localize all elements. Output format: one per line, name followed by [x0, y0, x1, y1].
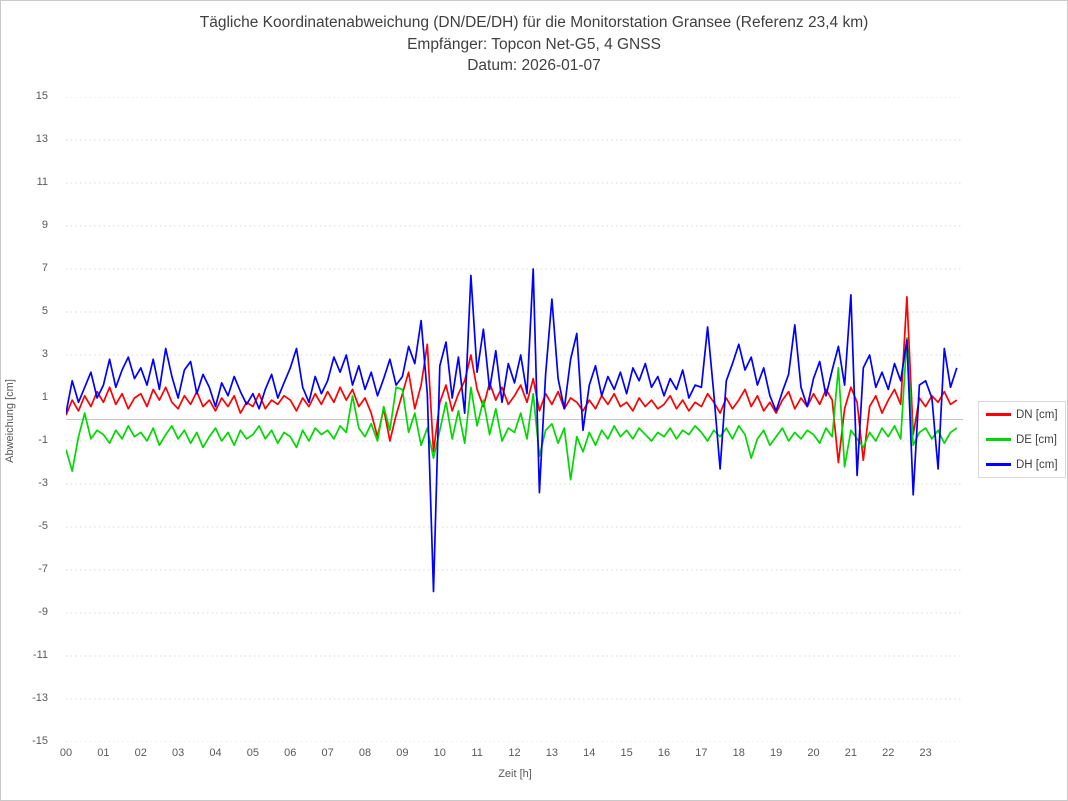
x-tick-label: 18: [732, 747, 745, 759]
x-tick-label: 10: [433, 747, 446, 759]
legend-item-dn: DN [cm]: [986, 409, 1065, 421]
legend-label-dn: DN [cm]: [1016, 408, 1058, 421]
x-tick-label: 06: [284, 747, 297, 759]
chart-title: Tägliche Koordinatenabweichung (DN/DE/DH…: [199, 14, 869, 31]
x-tick-label: 21: [844, 747, 857, 759]
y-tick-label: -11: [32, 649, 48, 661]
x-tick-label: 15: [620, 747, 633, 759]
chart-subtitle-date: Datum: 2026-01-07: [467, 57, 601, 74]
x-tick-label: 04: [209, 747, 222, 759]
x-tick-label: 22: [882, 747, 895, 759]
plot-area: [66, 97, 963, 742]
y-tick-label: -1: [38, 434, 48, 446]
x-tick-label: 20: [807, 747, 820, 759]
y-tick-label: -7: [38, 563, 48, 575]
x-tick-label: 17: [695, 747, 708, 759]
y-tick-label: -13: [32, 692, 48, 704]
y-tick-label: -15: [32, 735, 48, 747]
x-tick-label: 12: [508, 747, 521, 759]
legend-swatch-dh: [986, 463, 1011, 466]
y-tick-label: 13: [35, 133, 48, 145]
chart-header: Tägliche Koordinatenabweichung (DN/DE/DH…: [1, 12, 1067, 77]
legend-label-de: DE [cm]: [1016, 433, 1057, 446]
chart-subtitle-receiver: Empfänger: Topcon Net-G5, 4 GNSS: [407, 35, 661, 53]
x-tick-label: 19: [770, 747, 783, 759]
x-tick-label: 01: [97, 747, 110, 759]
x-tick-label: 05: [246, 747, 259, 759]
x-tick-label: 13: [545, 747, 558, 759]
legend-label-dh: DH [cm]: [1016, 458, 1058, 471]
series-line-dh: [66, 268, 958, 593]
x-tick-label: 23: [919, 747, 932, 759]
y-tick-label: 15: [35, 90, 48, 102]
legend-swatch-de: [986, 438, 1011, 441]
y-tick-label: 11: [36, 176, 48, 188]
y-tick-label: 1: [41, 391, 48, 403]
x-tick-label: 09: [396, 747, 409, 759]
x-tick-label: 03: [172, 747, 185, 759]
x-tick-label: 11: [471, 747, 483, 759]
x-tick-label: 14: [583, 747, 596, 759]
legend-item-dh: DH [cm]: [986, 459, 1065, 471]
y-tick-label: 5: [41, 305, 48, 317]
x-tick-label: 16: [657, 747, 671, 759]
x-tick-label: 00: [59, 747, 73, 759]
y-tick-label: -3: [38, 477, 48, 489]
y-tick-label: 7: [41, 262, 48, 274]
legend-swatch-dn: [986, 413, 1011, 416]
y-tick-label: -9: [38, 606, 48, 618]
series-line-de: [66, 336, 958, 481]
y-tick-label: 9: [41, 219, 48, 231]
x-tick-label: 07: [321, 747, 334, 759]
x-tick-label: 08: [358, 747, 372, 759]
y-tick-label: 3: [41, 348, 48, 360]
legend: DN [cm] DE [cm] DH [cm]: [978, 401, 1066, 478]
x-axis-title: Zeit [h]: [498, 768, 532, 780]
y-tick-label: -5: [38, 520, 48, 532]
legend-item-de: DE [cm]: [986, 434, 1065, 446]
x-tick-label: 02: [134, 747, 147, 759]
